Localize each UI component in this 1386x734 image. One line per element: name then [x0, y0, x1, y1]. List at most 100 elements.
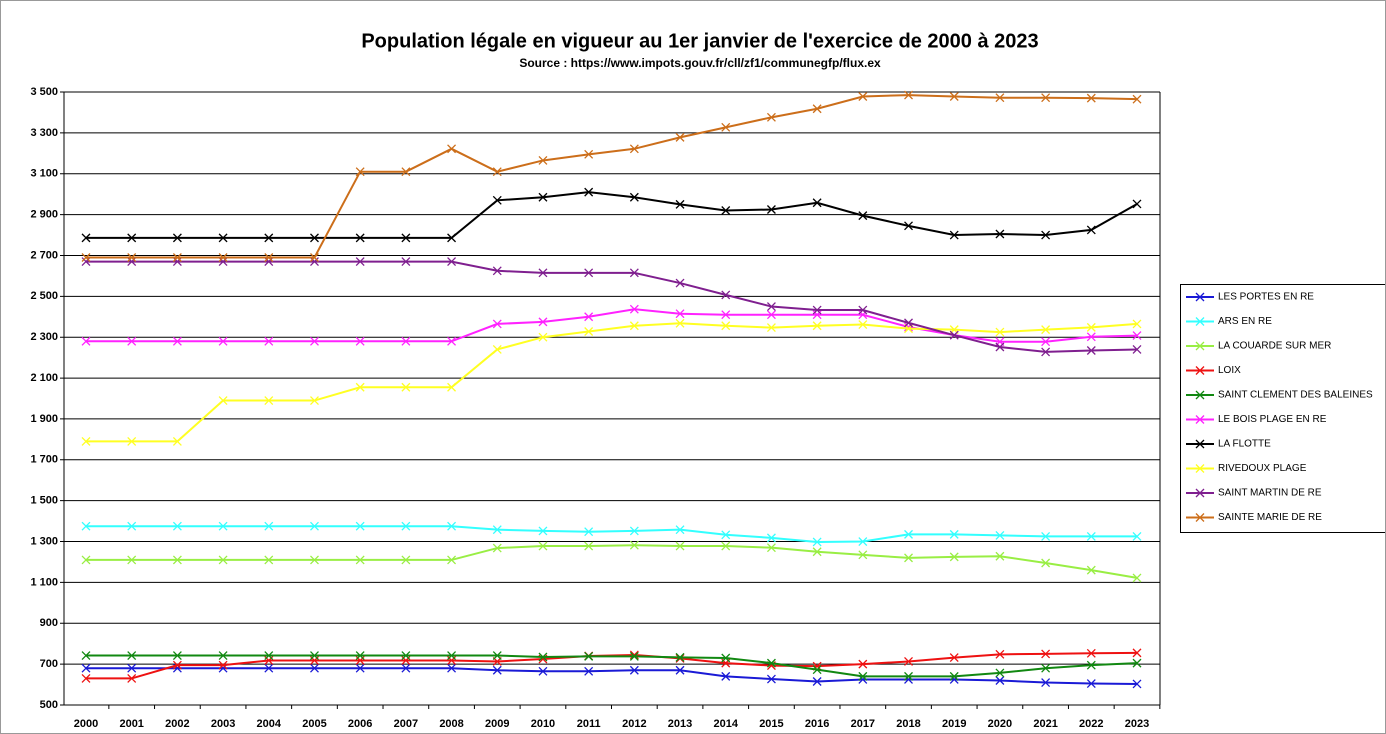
point-marker: [858, 550, 868, 560]
point-marker: [538, 332, 548, 342]
point-marker: [675, 541, 685, 551]
point-marker: [447, 257, 457, 267]
point-marker: [447, 233, 457, 243]
legend-label: SAINT MARTIN DE RE: [1218, 488, 1322, 499]
point-marker: [492, 345, 502, 354]
y-tick-label: 1 700: [30, 454, 58, 466]
point-marker: [538, 652, 548, 662]
y-tick-label: 1 100: [30, 576, 58, 588]
point-marker: [995, 93, 1005, 103]
y-tick-label: 2 900: [30, 209, 58, 221]
point-marker: [675, 132, 685, 142]
point-marker: [310, 257, 319, 267]
point-marker: [629, 526, 639, 536]
point-marker: [81, 336, 91, 346]
y-tick-label: 700: [40, 658, 58, 670]
point-marker: [995, 676, 1005, 685]
point-marker: [1041, 678, 1051, 687]
point-marker: [401, 382, 411, 392]
point-marker: [172, 521, 182, 531]
point-marker: [1086, 660, 1096, 670]
point-marker: [538, 666, 548, 676]
point-marker: [1041, 531, 1051, 541]
point-marker: [629, 304, 639, 314]
point-marker: [310, 336, 319, 346]
point-marker: [584, 541, 594, 551]
point-marker: [995, 342, 1005, 352]
point-marker: [995, 668, 1005, 678]
point-marker: [1041, 230, 1051, 240]
point-marker: [310, 663, 319, 673]
point-marker: [218, 257, 228, 267]
point-marker: [766, 658, 776, 668]
point-marker: [355, 167, 365, 177]
point-marker: [812, 677, 822, 686]
x-tick-label: 2016: [805, 718, 829, 730]
point-marker: [81, 257, 91, 267]
series-line: [86, 260, 1138, 353]
point-marker: [172, 253, 182, 262]
point-marker: [127, 555, 137, 565]
point-marker: [949, 529, 959, 539]
point-marker: [401, 521, 411, 531]
point-marker: [401, 555, 411, 565]
point-marker: [812, 665, 822, 675]
x-tick-label: 2020: [988, 718, 1012, 730]
point-marker: [904, 529, 913, 539]
x-tick-label: 2013: [668, 718, 692, 730]
point-marker: [355, 233, 365, 243]
point-marker: [949, 330, 959, 340]
point-marker: [584, 651, 594, 661]
legend-marker: [1195, 341, 1205, 351]
point-marker: [1086, 531, 1096, 541]
point-marker: [1086, 346, 1096, 355]
point-marker: [127, 651, 137, 661]
point-marker: [1086, 679, 1096, 689]
y-tick-label: 2 300: [30, 331, 58, 343]
legend-label: LE BOIS PLAGE EN RE: [1218, 414, 1327, 425]
point-marker: [1086, 565, 1096, 575]
point-marker: [949, 671, 959, 681]
point-marker: [172, 257, 182, 267]
y-tick-label: 3 300: [30, 127, 58, 139]
point-marker: [127, 521, 137, 531]
point-marker: [1086, 93, 1096, 103]
x-tick-label: 2014: [713, 718, 738, 730]
point-marker: [1132, 94, 1142, 104]
point-marker: [1132, 331, 1142, 341]
point-marker: [1132, 648, 1142, 658]
point-marker: [1132, 199, 1142, 209]
point-marker: [1041, 663, 1051, 673]
point-marker: [766, 205, 776, 214]
point-marker: [904, 671, 913, 681]
point-marker: [1041, 649, 1051, 659]
point-marker: [492, 167, 502, 177]
point-marker: [81, 521, 91, 531]
x-tick-label: 2019: [942, 718, 966, 730]
x-tick-label: 2003: [211, 718, 235, 730]
point-marker: [675, 652, 685, 662]
y-tick-label: 2 700: [30, 249, 58, 261]
point-marker: [218, 651, 228, 661]
point-marker: [812, 537, 822, 547]
point-marker: [218, 336, 228, 346]
point-marker: [766, 302, 776, 312]
point-marker: [401, 167, 411, 177]
x-tick-label: 2023: [1125, 718, 1149, 730]
point-marker: [172, 436, 182, 446]
y-tick-label: 1 900: [30, 413, 58, 425]
point-marker: [629, 665, 639, 675]
point-marker: [264, 336, 274, 346]
point-marker: [904, 553, 913, 563]
point-marker: [1132, 345, 1142, 354]
point-marker: [675, 318, 685, 328]
point-marker: [355, 521, 365, 531]
point-marker: [995, 649, 1005, 659]
point-marker: [264, 233, 274, 243]
legend-label: SAINT CLEMENT DES BALEINES: [1218, 390, 1373, 401]
point-marker: [949, 230, 959, 240]
legend-marker: [1195, 366, 1205, 375]
x-tick-label: 2001: [119, 718, 143, 730]
point-marker: [949, 653, 959, 663]
